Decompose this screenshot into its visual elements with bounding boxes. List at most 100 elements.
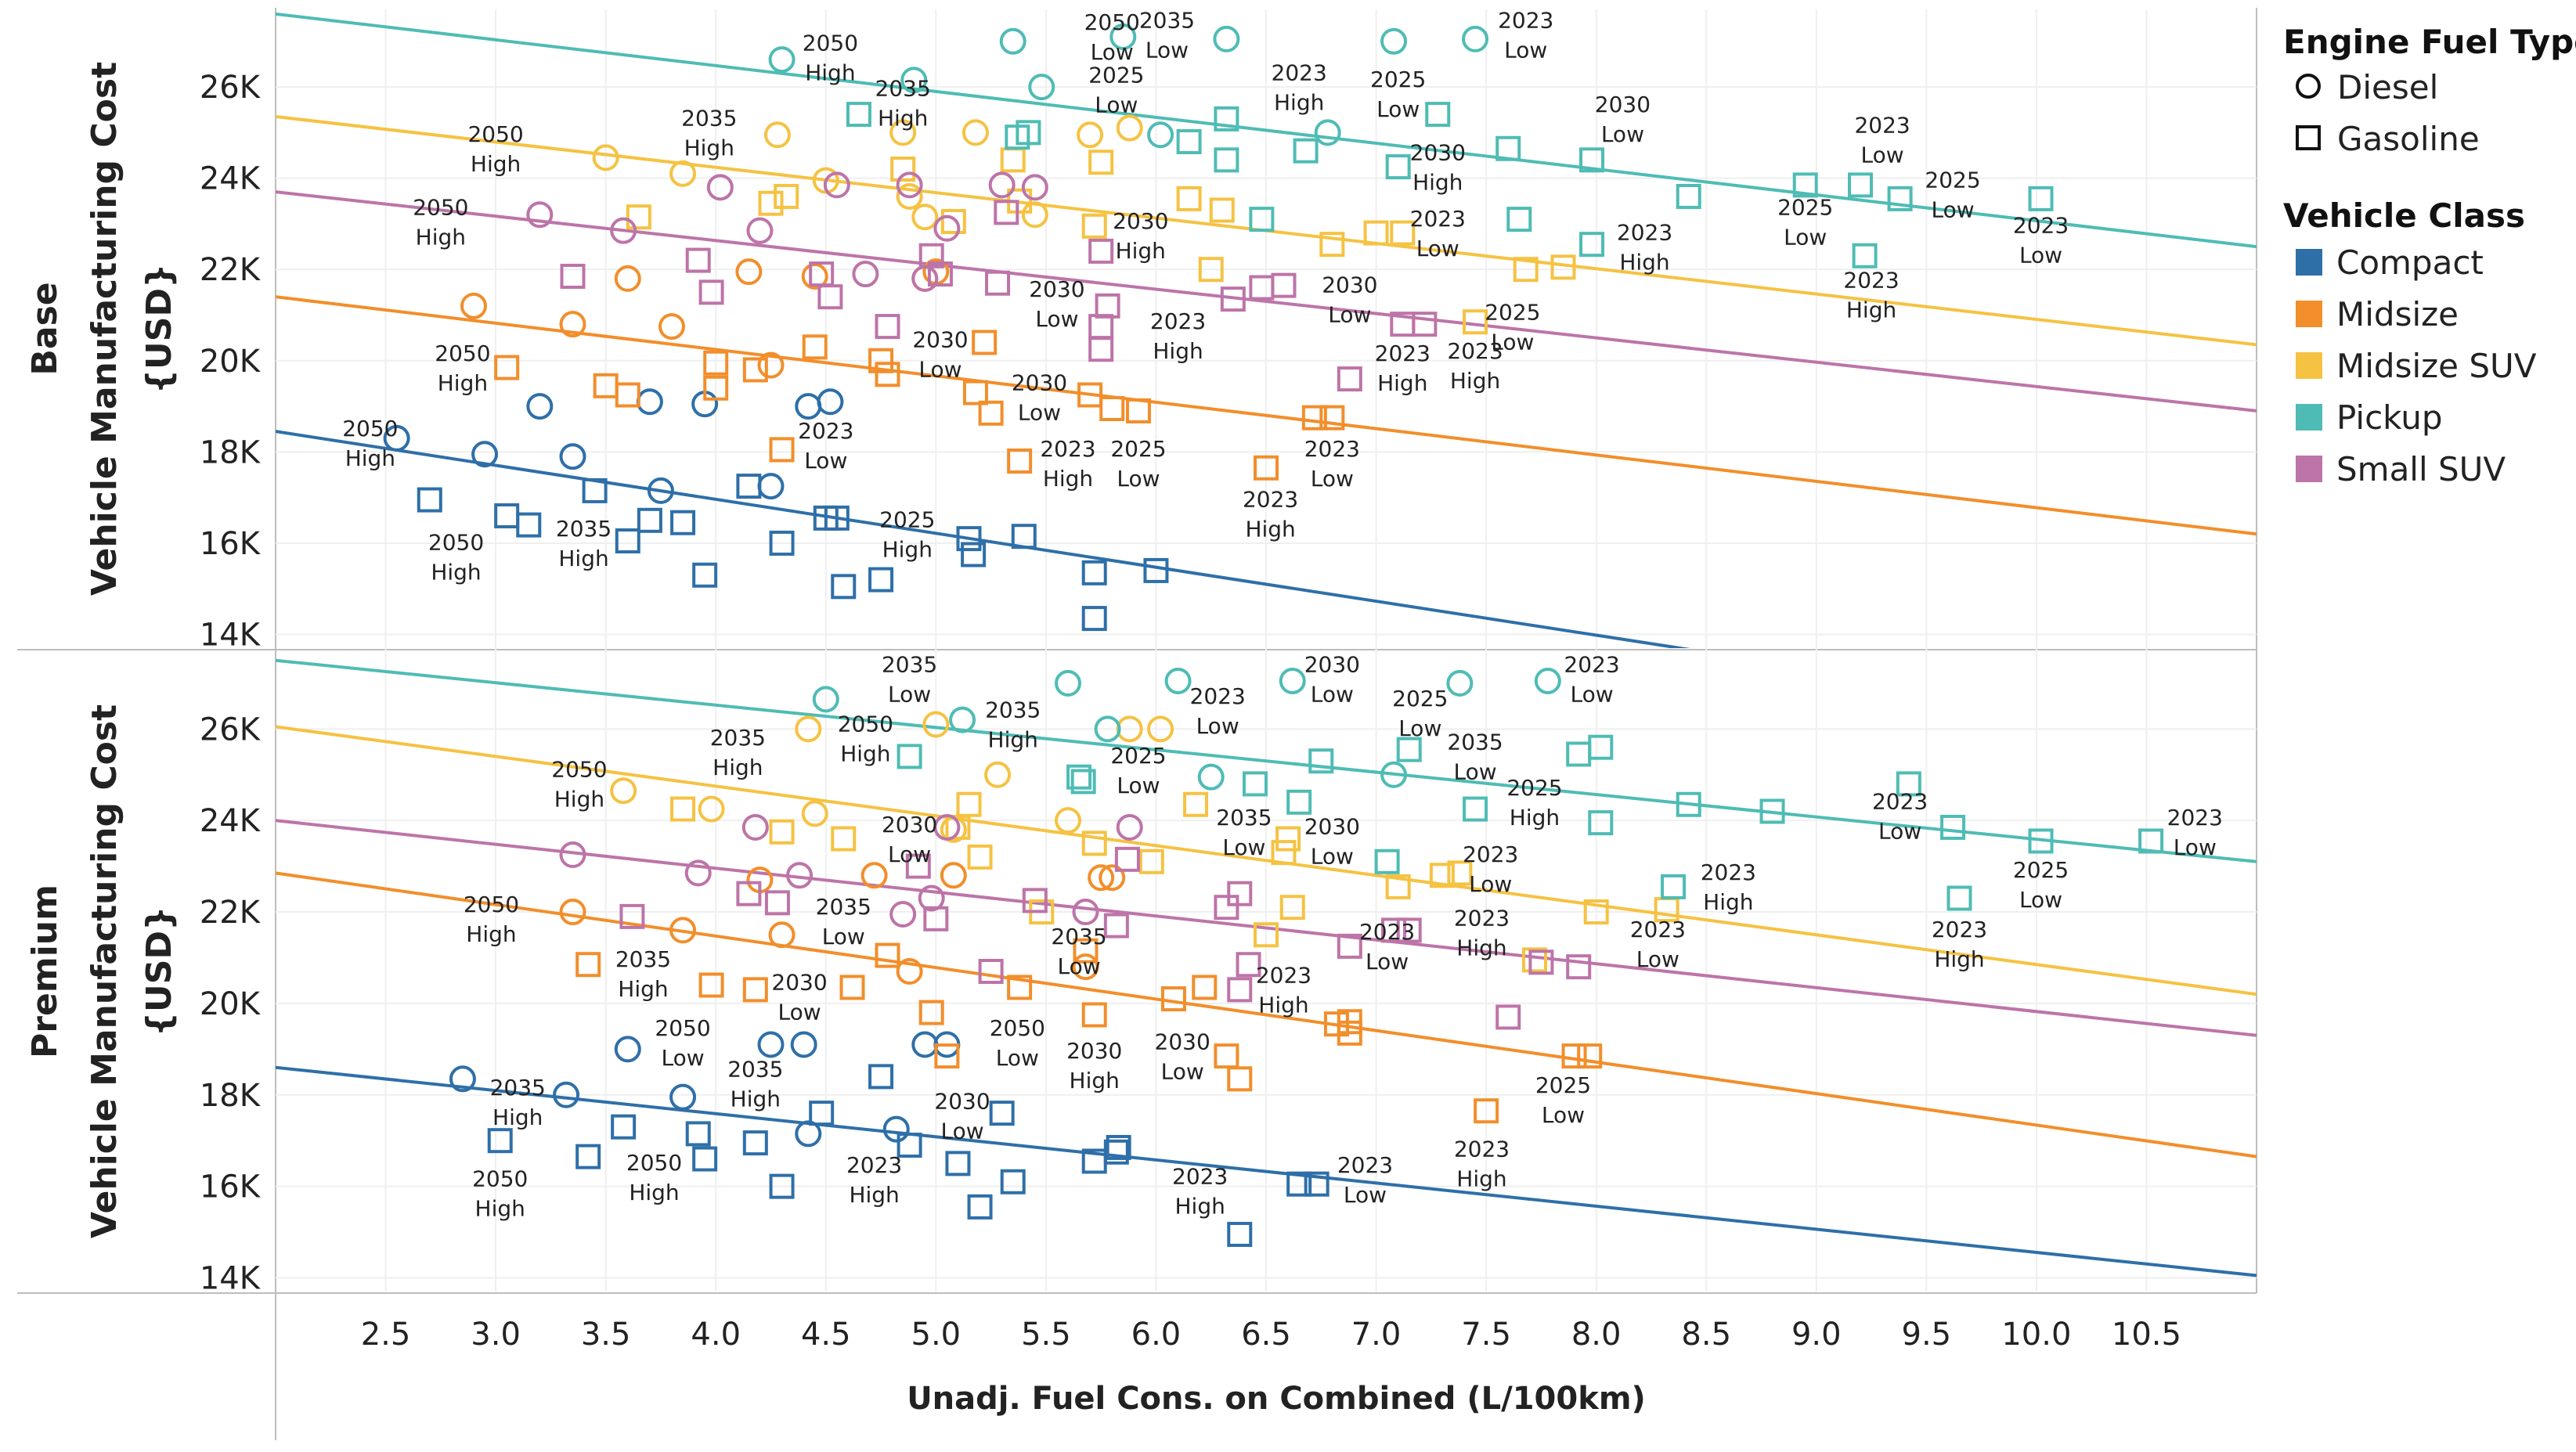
data-point-diesel <box>1116 114 1143 142</box>
point-annotation: 2023 Low <box>1359 919 1415 975</box>
data-point-gasoline <box>1088 150 1114 175</box>
data-point-diesel <box>817 388 844 416</box>
data-point-diesel <box>1021 174 1048 201</box>
data-point-gasoline <box>1337 933 1362 959</box>
data-point-gasoline <box>1125 398 1151 423</box>
data-point-gasoline <box>1319 405 1345 431</box>
data-point-diesel <box>1072 899 1099 926</box>
data-point-gasoline <box>626 204 651 230</box>
point-annotation: 2035 High <box>710 725 766 780</box>
point-annotation: 2023 High <box>1150 308 1206 364</box>
y-axis-label-unit: {USD} <box>139 264 179 395</box>
y-tick-label: 18K <box>200 1078 262 1114</box>
x-tick-label: 8.5 <box>1681 1317 1731 1353</box>
point-annotation: 2030 Low <box>1304 651 1360 707</box>
point-annotation: 2050 High <box>435 340 490 396</box>
data-point-gasoline <box>905 853 931 879</box>
data-point-gasoline <box>1286 789 1312 815</box>
data-point-diesel <box>610 217 637 244</box>
data-point-diesel <box>757 351 785 379</box>
data-point-gasoline <box>1588 734 1614 760</box>
legend-item-midsize-suv: Midsize SUV <box>2336 347 2537 385</box>
y-tick-label: 22K <box>200 252 262 288</box>
point-annotation: 2023 High <box>1454 906 1510 961</box>
data-point-diesel <box>1109 23 1137 50</box>
data-point-gasoline <box>1016 120 1041 146</box>
legend-item-gasoline: Gasoline <box>2337 120 2480 158</box>
x-tick-label: 7.0 <box>1351 1317 1402 1353</box>
data-point-gasoline <box>774 183 799 209</box>
data-point-diesel <box>768 921 796 949</box>
data-point-gasoline <box>1566 954 1592 980</box>
data-point-diesel <box>763 121 791 149</box>
data-point-gasoline <box>1583 899 1609 925</box>
data-point-diesel <box>592 144 619 171</box>
data-point-diesel <box>1094 715 1121 743</box>
data-point-diesel <box>636 388 663 416</box>
trend-line-small-suv <box>276 819 2257 1037</box>
data-point-diesel <box>559 899 586 926</box>
data-point-diesel <box>1055 807 1081 834</box>
data-point-gasoline <box>1588 810 1614 836</box>
data-point-gasoline <box>1271 272 1297 298</box>
data-point-diesel <box>795 393 822 420</box>
data-point-diesel <box>614 1036 641 1063</box>
data-point-gasoline <box>1088 314 1114 340</box>
data-point-gasoline <box>989 1101 1015 1126</box>
point-annotation: 2050 High <box>551 757 607 812</box>
data-point-gasoline <box>1214 147 1239 173</box>
point-annotation: 2035 High <box>490 1075 546 1130</box>
data-point-diesel <box>684 859 712 887</box>
data-point-gasoline <box>1506 207 1532 232</box>
data-point-diesel <box>647 477 674 504</box>
x-tick-label: 4.5 <box>801 1317 851 1353</box>
point-annotation: 2023 High <box>1701 859 1756 915</box>
x-tick-label: 3.5 <box>581 1317 631 1353</box>
data-point-gasoline <box>742 977 768 1003</box>
data-point-diesel <box>1380 27 1408 55</box>
data-point-diesel <box>961 119 989 146</box>
data-point-gasoline <box>1275 826 1301 852</box>
point-annotation: 2030 Low <box>771 969 827 1025</box>
data-point-diesel <box>933 214 961 242</box>
data-point-gasoline <box>1390 220 1416 246</box>
data-point-gasoline <box>831 826 857 852</box>
data-point-gasoline <box>615 382 640 408</box>
x-tick-label: 7.5 <box>1461 1317 1511 1353</box>
point-annotation: 2025 Low <box>1485 299 1540 355</box>
data-point-gasoline <box>1319 232 1345 258</box>
point-annotation: 2025 Low <box>1925 167 1980 222</box>
data-point-gasoline <box>824 505 850 531</box>
data-point-gasoline <box>1103 1139 1129 1165</box>
data-point-gasoline <box>1676 791 1701 817</box>
x-tick-label: 9.5 <box>1902 1317 1952 1353</box>
data-point-gasoline <box>1425 102 1451 128</box>
data-point-gasoline <box>1566 741 1592 767</box>
data-point-gasoline <box>1198 257 1224 283</box>
point-annotation: 2035 High <box>681 106 737 161</box>
data-point-gasoline <box>1337 1009 1362 1035</box>
data-point-diesel <box>786 862 814 889</box>
point-annotation: 2035 Low <box>1216 805 1272 860</box>
point-annotation: 2035 Low <box>882 651 937 707</box>
data-point-gasoline <box>670 510 696 535</box>
data-point-gasoline <box>1887 186 1913 211</box>
data-point-gasoline <box>1286 1171 1312 1197</box>
point-annotation: 2023 Low <box>2013 213 2069 268</box>
data-point-gasoline <box>1852 243 1878 268</box>
x-tick-label: 2.5 <box>361 1317 411 1353</box>
data-point-diesel <box>526 393 554 420</box>
data-point-diesel <box>1279 667 1306 694</box>
data-point-gasoline <box>1429 863 1455 888</box>
data-point-gasoline <box>1374 849 1400 874</box>
data-point-diesel <box>1462 25 1489 52</box>
data-point-diesel <box>900 67 928 94</box>
point-annotation: 2050 Low <box>1084 9 1140 65</box>
data-point-gasoline <box>1550 254 1576 280</box>
data-point-gasoline <box>1279 895 1305 921</box>
data-point-gasoline <box>918 1000 944 1025</box>
data-point-gasoline <box>1022 888 1048 913</box>
data-point-gasoline <box>868 348 894 373</box>
row-label-premium: Premium <box>25 885 65 1058</box>
data-point-diesel <box>1088 864 1115 892</box>
